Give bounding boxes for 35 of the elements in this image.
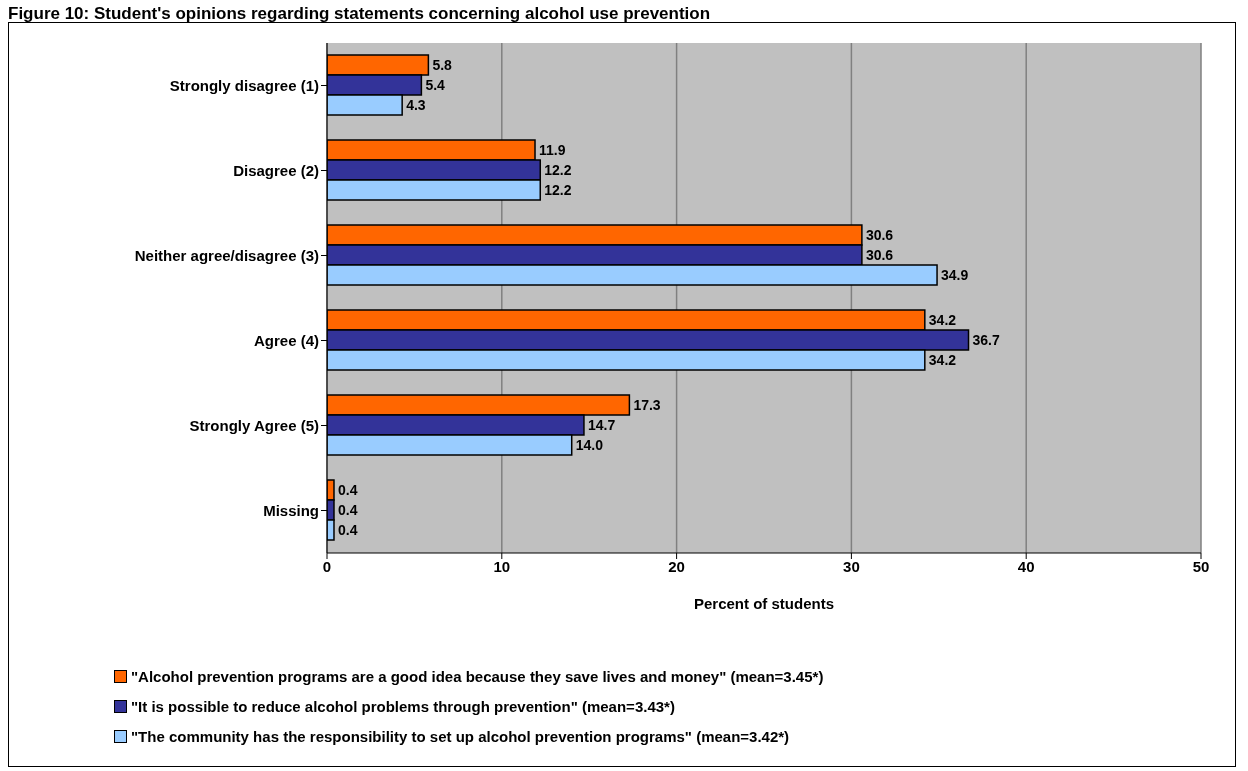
- data-label: 36.7: [972, 331, 1000, 348]
- y-tick-label: Disagree (2): [233, 161, 319, 179]
- x-axis-title: Percent of students: [693, 595, 835, 612]
- y-tick-label: Strongly disagree (1): [169, 76, 319, 94]
- data-label: 34.9: [941, 266, 969, 283]
- chart-title: Figure 10: Student's opinions regarding statements concerning alcohol use prevention: [8, 4, 712, 23]
- x-tick-label: 40: [1017, 557, 1035, 575]
- y-tick-label: Strongly Agree (5): [189, 416, 319, 434]
- data-label: 14.0: [575, 436, 604, 453]
- data-label: 4.3: [406, 96, 426, 113]
- x-tick-label: 50: [1192, 557, 1210, 575]
- x-tick-label: 10: [493, 557, 511, 575]
- data-label: 30.6: [865, 246, 894, 263]
- data-label: 30.6: [865, 226, 894, 243]
- data-label: 34.2: [928, 351, 957, 368]
- data-label: 12.2: [544, 161, 572, 178]
- x-tick-label: 20: [668, 557, 685, 575]
- data-label: 5.4: [425, 76, 446, 93]
- y-tick-label: Missing: [263, 501, 319, 519]
- legend-label: "It is possible to reduce alcohol problems through prevention" (mean=3.43*): [131, 697, 675, 715]
- data-label: 5.8: [432, 56, 453, 73]
- data-label: 0.4: [337, 481, 358, 498]
- y-tick-label: Neither agree/disagree (3): [134, 246, 319, 264]
- x-tick-label: 30: [843, 557, 860, 575]
- data-label: 0.4: [337, 501, 358, 518]
- data-label: 0.4: [337, 521, 358, 538]
- x-tick-label: 0: [322, 557, 332, 575]
- data-label: 34.2: [928, 311, 957, 328]
- data-label: 12.2: [544, 181, 572, 198]
- legend-label: "The community has the responsibility to set up alcohol prevention programs" (mean=3.42*): [131, 727, 790, 745]
- y-tick-label: Agree (4): [253, 331, 319, 349]
- data-label: 11.9: [539, 141, 566, 158]
- data-label: 14.7: [587, 416, 616, 433]
- legend-label: "Alcohol prevention programs are a good idea because they save lives and money" (mean=3.45*): [131, 667, 824, 685]
- data-label: 17.3: [633, 396, 661, 413]
